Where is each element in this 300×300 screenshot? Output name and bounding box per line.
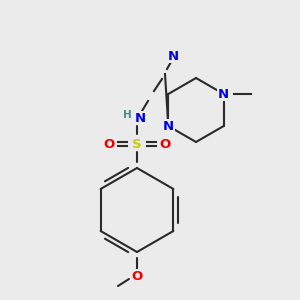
Text: O: O [103,137,115,151]
Text: O: O [159,137,171,151]
Text: N: N [167,50,178,62]
Text: O: O [131,269,142,283]
Text: N: N [134,112,146,124]
Text: N: N [218,88,229,100]
Text: S: S [132,137,142,151]
Text: H: H [123,110,131,120]
Text: N: N [163,119,174,133]
